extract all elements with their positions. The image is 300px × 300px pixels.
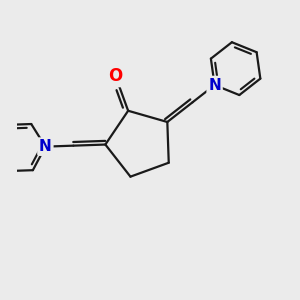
Text: O: O — [109, 67, 123, 85]
Text: N: N — [208, 78, 221, 93]
Text: N: N — [39, 139, 52, 154]
